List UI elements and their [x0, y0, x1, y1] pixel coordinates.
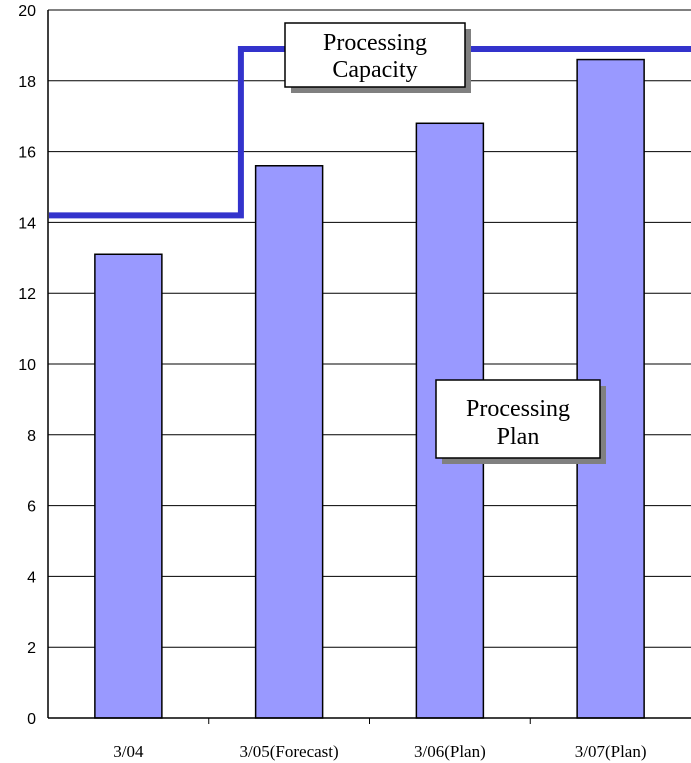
y-tick-label-4: 4 — [27, 569, 36, 586]
x-category-label-1: 3/05(Forecast) — [240, 742, 339, 761]
y-tick-label-10: 10 — [18, 357, 36, 374]
y-tick-label-18: 18 — [18, 74, 36, 91]
plan-callout-box — [435, 379, 601, 459]
plan-callout: Processing Plan — [435, 379, 606, 464]
bar-0 — [94, 253, 163, 719]
capacity-callout-line-1: Processing — [323, 30, 427, 56]
y-tick-label-14: 14 — [18, 215, 36, 232]
plan-callout-line-1: Processing — [466, 396, 570, 422]
x-category-label-2: 3/06(Plan) — [414, 742, 486, 761]
capacity-callout: Processing Capacity — [284, 22, 471, 93]
bar-1 — [254, 165, 324, 719]
y-tick-label-12: 12 — [18, 286, 36, 303]
y-tick-label-0: 0 — [27, 711, 36, 728]
y-tick-label-8: 8 — [27, 428, 36, 445]
capacity-callout-line-2: Capacity — [332, 57, 417, 83]
capacity-callout-box — [284, 22, 466, 88]
plan-callout-line-2: Plan — [497, 424, 540, 450]
y-tick-label-2: 2 — [27, 640, 36, 657]
y-tick-label-16: 16 — [18, 145, 36, 162]
y-tick-label-6: 6 — [27, 499, 36, 516]
x-category-label-3: 3/07(Plan) — [575, 742, 647, 761]
axis-layer: 0 2 4 6 8 10 12 14 16 18 20 3/04 3/05(Forecast) 3/06(… — [18, 3, 691, 761]
y-tick-label-20: 20 — [18, 3, 36, 20]
x-category-label-0: 3/04 — [113, 742, 144, 761]
